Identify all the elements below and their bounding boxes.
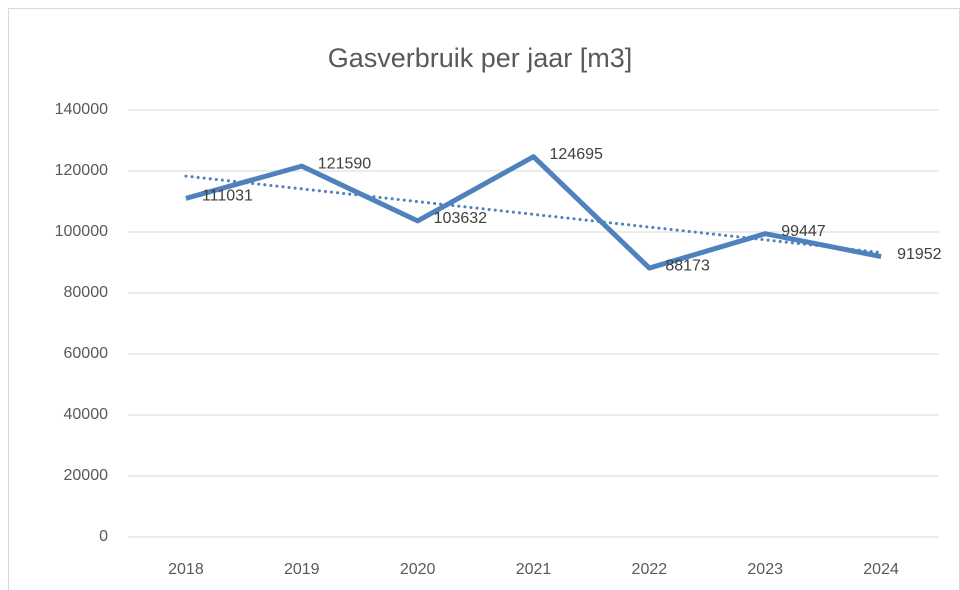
y-tick-label: 120000 (55, 162, 108, 179)
x-tick-label: 2023 (747, 561, 783, 578)
y-tick-label: 60000 (64, 345, 109, 362)
y-tick-label: 100000 (55, 223, 108, 240)
y-tick-label: 0 (99, 528, 108, 545)
data-label: 103632 (434, 210, 487, 227)
x-tick-label: 2021 (516, 561, 552, 578)
x-tick-label: 2018 (168, 561, 204, 578)
y-tick-label: 140000 (55, 101, 108, 118)
x-tick-label: 2019 (284, 561, 320, 578)
data-label: 111031 (202, 188, 253, 205)
data-label: 121590 (318, 155, 371, 172)
x-tick-label: 2022 (632, 561, 668, 578)
data-label: 88173 (665, 257, 710, 274)
trendline (184, 174, 883, 255)
data-line (185, 154, 882, 271)
data-label: 124695 (550, 146, 603, 163)
data-label: 91952 (897, 246, 942, 263)
chart-border (8, 8, 960, 590)
data-label: 99447 (781, 223, 826, 240)
y-tick-label: 80000 (64, 284, 109, 301)
chart-title: Gasverbruik per jaar [m3] (328, 43, 633, 73)
x-tick-label: 2024 (863, 561, 899, 578)
x-tick-label: 2020 (400, 561, 436, 578)
y-tick-label: 40000 (64, 406, 109, 423)
y-tick-label: 20000 (64, 467, 109, 484)
